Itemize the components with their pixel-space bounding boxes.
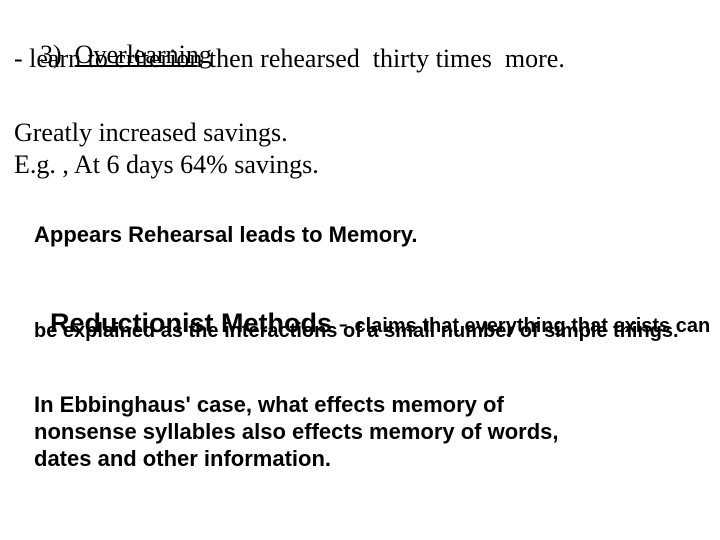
text-savings-2: E.g. , At 6 days 64% savings. xyxy=(14,150,319,180)
text-ebbinghaus-2: nonsense syllables also effects memory o… xyxy=(34,419,559,445)
slide: 3) Overlearning - learn to criterion the… xyxy=(0,0,720,540)
text-rehearsal-memory: Appears Rehearsal leads to Memory. xyxy=(34,222,418,248)
text-ebbinghaus-3: dates and other information. xyxy=(34,446,331,472)
text-criterion: - learn to criterion then rehearsed thir… xyxy=(14,44,565,74)
text-savings-1: Greatly increased savings. xyxy=(14,118,288,148)
text-ebbinghaus-1: In Ebbinghaus' case, what effects memory… xyxy=(34,392,504,418)
text-reductionist-tail2: be explained as the interactions of a sm… xyxy=(34,320,679,343)
